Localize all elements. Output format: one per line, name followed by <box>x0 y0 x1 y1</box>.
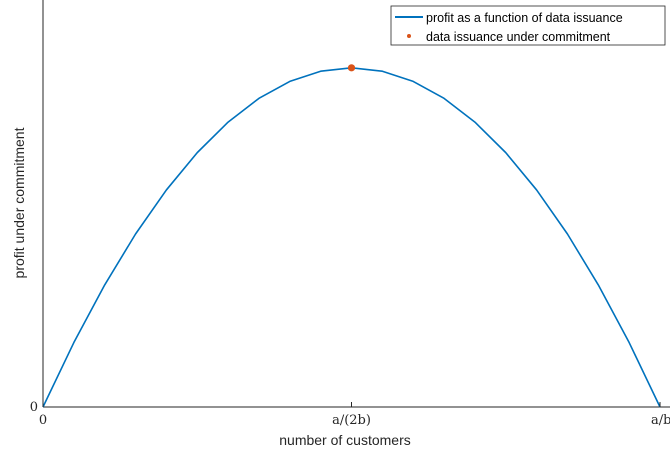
legend-point-swatch <box>407 34 411 38</box>
series-layer <box>42 64 661 408</box>
legend: profit as a function of data issuance da… <box>390 5 666 46</box>
plot-area <box>42 0 670 408</box>
x-tick-label: 0 <box>39 413 47 428</box>
x-axis-label: number of customers <box>279 432 411 448</box>
series-line-profit <box>42 67 661 408</box>
y-tick-label: 0 <box>30 400 38 415</box>
legend-box <box>390 5 666 46</box>
y-axis-label: profit under commitment <box>11 127 27 278</box>
x-tick-label: a/b <box>651 413 670 428</box>
legend-label-point: data issuance under commitment <box>426 30 611 44</box>
legend-label-line: profit as a function of data issuance <box>426 11 623 25</box>
x-ticks: 0 a/(2b) a/b <box>39 402 670 428</box>
y-ticks: 0 <box>30 400 38 415</box>
x-tick-label: a/(2b) <box>332 413 371 428</box>
commitment-point <box>347 64 356 72</box>
